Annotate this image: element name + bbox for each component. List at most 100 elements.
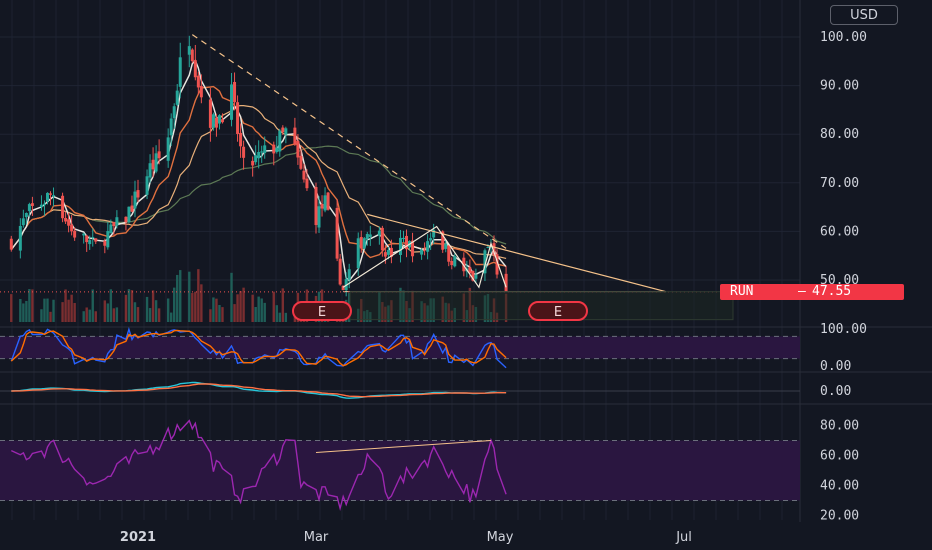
- volume-bar: [429, 298, 432, 322]
- volume-bar: [70, 294, 73, 322]
- candle-body: [444, 243, 448, 249]
- moving-average-4: [10, 59, 507, 282]
- candle-body: [429, 238, 433, 241]
- candle-body: [432, 229, 436, 238]
- candle-body: [166, 137, 170, 161]
- candle-body: [359, 237, 363, 249]
- rsi-axis-label: 20.00: [820, 509, 859, 524]
- volume-bar: [67, 299, 70, 322]
- candle-body: [368, 234, 372, 237]
- candle-body: [326, 192, 330, 210]
- candle-body: [49, 193, 53, 195]
- volume-bar: [230, 272, 233, 322]
- stochastic-d-line: [10, 329, 507, 367]
- candle-body: [42, 203, 46, 206]
- rsi-axis-label: 80.00: [820, 419, 859, 434]
- candle-body: [293, 127, 297, 145]
- volume-bar: [209, 309, 212, 322]
- volume-bar: [471, 305, 475, 322]
- candle-body: [257, 151, 261, 159]
- candle-body: [106, 231, 110, 248]
- candle-body: [447, 245, 451, 262]
- candle-body: [362, 238, 366, 249]
- volume-bar: [82, 311, 85, 322]
- candle-body: [401, 237, 405, 240]
- dashed-resistance-trendline: [191, 34, 507, 249]
- candle-body: [377, 230, 381, 236]
- candle-body: [272, 144, 276, 154]
- rsi-divergence-line: [315, 440, 492, 453]
- volume-bar: [151, 290, 155, 322]
- candle-body: [441, 231, 445, 250]
- candle-body: [27, 204, 31, 212]
- volume-bar: [504, 293, 508, 322]
- volume-bar: [357, 308, 360, 322]
- volume-bar: [447, 303, 450, 322]
- volume-bar: [112, 308, 116, 322]
- candle-body: [386, 249, 390, 255]
- volume-bar: [432, 298, 435, 322]
- candle-body: [115, 217, 119, 226]
- volume-bar: [284, 312, 288, 322]
- candle-body: [405, 235, 409, 250]
- candle-body: [398, 237, 402, 255]
- volume-bar: [169, 312, 173, 322]
- volume-bar: [462, 293, 466, 322]
- volume-bar: [411, 290, 414, 322]
- candle-body: [263, 145, 267, 154]
- candle-body: [21, 218, 25, 226]
- harmonic-pattern: [342, 225, 507, 289]
- volume-bar: [22, 303, 25, 322]
- volume-bar: [408, 308, 411, 322]
- candle-body: [383, 252, 387, 257]
- volume-bar: [64, 289, 67, 322]
- volume-bar: [420, 301, 423, 322]
- candle-body: [124, 216, 128, 223]
- candle-body: [299, 155, 303, 169]
- volume-bar: [495, 312, 499, 322]
- volume-bar: [43, 298, 46, 322]
- rsi-line: [11, 419, 507, 512]
- volume-bar: [486, 293, 490, 322]
- volume-bar: [363, 311, 366, 322]
- volume-bar: [188, 271, 191, 322]
- candle-body: [133, 191, 137, 209]
- candle-body: [196, 75, 200, 88]
- candle-body: [453, 256, 457, 267]
- candle-body: [85, 235, 89, 243]
- volume-bar: [260, 298, 263, 322]
- volume-bar: [148, 308, 152, 322]
- candle-body: [483, 250, 487, 274]
- volume-bar: [19, 299, 22, 322]
- macd-axis-label: 0.00: [820, 384, 851, 399]
- candle-body: [302, 170, 306, 180]
- volume-bar: [221, 307, 224, 322]
- earnings-marker-1[interactable]: E: [292, 301, 352, 321]
- candle-body: [67, 219, 71, 226]
- candle-body: [94, 238, 98, 242]
- volume-bar: [384, 306, 387, 322]
- candle-body: [109, 224, 113, 234]
- earnings-marker-2[interactable]: E: [528, 301, 588, 321]
- macd-signal-line: [11, 383, 507, 398]
- candle-body: [230, 84, 234, 120]
- volume-bar: [109, 289, 113, 322]
- drawn-trendlines: [191, 34, 667, 293]
- volume-bar: [233, 304, 236, 322]
- volume-bar: [381, 302, 384, 322]
- currency-button[interactable]: USD: [830, 5, 898, 25]
- rsi-axis-label: 40.00: [820, 479, 859, 494]
- volume-bar: [28, 289, 31, 322]
- candle-body: [341, 285, 345, 290]
- candle-body: [278, 130, 282, 152]
- candle-body: [24, 213, 28, 218]
- volume-bar: [402, 290, 405, 322]
- rsi-band: [0, 440, 800, 501]
- volume-bar: [133, 302, 137, 322]
- candle-body: [242, 146, 246, 158]
- candle-body: [356, 238, 360, 269]
- candle-body: [61, 195, 65, 219]
- volume-bar: [136, 307, 140, 322]
- volume-bar: [369, 312, 372, 322]
